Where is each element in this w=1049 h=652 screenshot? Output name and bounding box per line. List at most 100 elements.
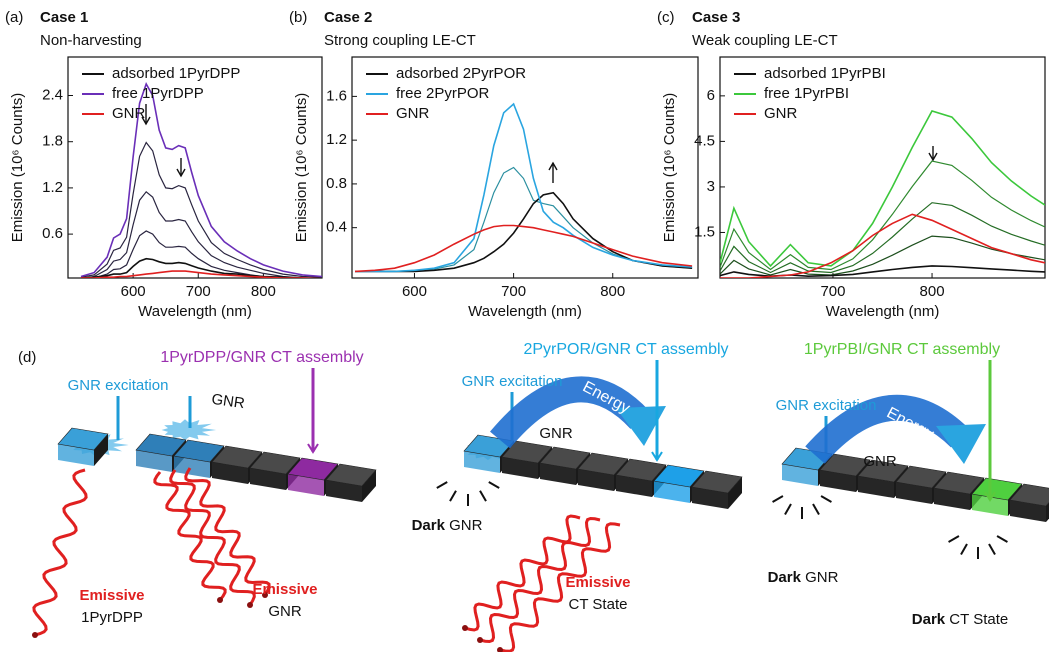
pointer-head	[307, 443, 319, 454]
emission-head	[477, 637, 483, 643]
plot-lines	[720, 110, 1045, 278]
dark-object: GNR	[449, 517, 483, 534]
legend-label: adsorbed 2PyrPOR	[396, 65, 526, 82]
panel-label: (c)	[657, 9, 675, 26]
energy-arrow	[490, 376, 650, 449]
block-front	[858, 476, 894, 498]
block-top	[691, 470, 743, 494]
excitation-label: GNR excitation	[776, 397, 877, 414]
emission-wave	[184, 467, 271, 596]
panel-label: (d)	[18, 349, 36, 366]
dark-word: Dark	[912, 611, 946, 628]
dark-ray	[812, 503, 820, 515]
emission-wave	[153, 471, 227, 601]
excitation-label: GNR excitation	[68, 377, 169, 394]
emission-head	[462, 625, 468, 631]
block-front	[616, 475, 652, 497]
emissive-label: Emissive	[79, 587, 144, 604]
block-right	[362, 470, 376, 502]
block-front	[1010, 500, 1046, 522]
dark-object: GNR	[805, 569, 839, 586]
emission-wave	[32, 468, 88, 637]
legend-label: free 2PyrPOR	[396, 85, 490, 102]
series-line	[720, 213, 1045, 278]
emission-head	[247, 602, 253, 608]
gnr-label: GNR	[210, 391, 246, 412]
x-axis-label: Wavelength (nm)	[468, 303, 582, 320]
y-axis-label: Emission (10⁶ Counts)	[9, 93, 26, 243]
dark-ray	[479, 490, 487, 502]
emission-head	[32, 632, 38, 638]
pointer-head	[984, 491, 996, 502]
block-front	[174, 456, 210, 478]
y-tick-label: 0.6	[42, 225, 63, 242]
emissive-object: 1PyrDPP	[81, 609, 143, 626]
block-front	[540, 463, 576, 485]
y-axis-label: Emission (10⁶ Counts)	[293, 93, 310, 243]
x-tick-label: 700	[186, 283, 211, 300]
dark-label: Dark GNR	[768, 569, 839, 586]
plot-lines	[80, 82, 322, 278]
emission-head	[262, 592, 268, 598]
legend-label: adsorbed 1PyrPBI	[764, 65, 886, 82]
assembly-label: 1PyrDPP/GNR CT assembly	[160, 349, 363, 366]
y-tick-label: 1.6	[326, 87, 347, 104]
emission-head	[217, 597, 223, 603]
dark-ray	[436, 481, 448, 489]
block-front	[58, 444, 94, 466]
dark-ray	[960, 543, 968, 555]
plot-frame	[719, 56, 1046, 279]
dark-word: Dark	[768, 569, 802, 586]
chart-subtitle: Non-harvesting	[40, 32, 142, 49]
plot-frame	[351, 56, 699, 279]
emission-wave	[464, 514, 581, 632]
chart-subtitle: Strong coupling LE-CT	[324, 32, 476, 49]
emissive-object: CT State	[569, 596, 628, 613]
block-front	[464, 451, 500, 473]
dark-ray	[988, 543, 996, 555]
emissive-label: Emissive	[565, 574, 630, 591]
block-front	[250, 468, 286, 490]
block-front	[972, 494, 1008, 516]
legend-label: free 1PyrPBI	[764, 85, 849, 102]
series-line	[80, 82, 322, 278]
y-tick-label: 2.4	[42, 86, 63, 103]
emissive-object: GNR	[268, 603, 302, 620]
series-line	[720, 110, 1045, 268]
assembly-label: 1PyrPBI/GNR CT assembly	[804, 341, 1000, 358]
series-line	[81, 270, 322, 278]
block-top	[895, 465, 947, 489]
block-top	[933, 471, 985, 495]
series-line	[720, 160, 1045, 271]
block-top	[173, 439, 225, 463]
block-top	[577, 452, 629, 476]
dark-ray	[772, 495, 784, 503]
annotation-arrowhead	[141, 116, 151, 126]
block-top	[971, 477, 1023, 501]
x-tick-label: 800	[600, 283, 625, 300]
series-line	[80, 141, 322, 278]
block-front	[136, 450, 172, 472]
annotation-arrowhead	[176, 168, 186, 178]
dark-ray	[784, 503, 792, 515]
dark-label: Dark GNR	[412, 517, 483, 534]
x-tick-label: 800	[920, 283, 945, 300]
block-right	[728, 477, 742, 509]
legend-label: GNR	[396, 105, 430, 122]
block-top	[653, 464, 705, 488]
y-tick-label: 3	[707, 178, 715, 195]
series-line	[355, 191, 693, 273]
block-front	[896, 482, 932, 504]
x-tick-label: 700	[820, 283, 845, 300]
block-front	[212, 462, 248, 484]
series-line	[720, 202, 1045, 274]
y-tick-label: 1.5	[694, 223, 715, 240]
block-top	[211, 445, 263, 469]
emission-wave	[479, 516, 601, 644]
x-axis-label: Wavelength (nm)	[826, 303, 940, 320]
y-tick-label: 1.8	[42, 133, 63, 150]
block-top	[1009, 483, 1049, 507]
annotation-arrowhead	[548, 161, 558, 171]
dark-object: CT State	[949, 611, 1008, 628]
